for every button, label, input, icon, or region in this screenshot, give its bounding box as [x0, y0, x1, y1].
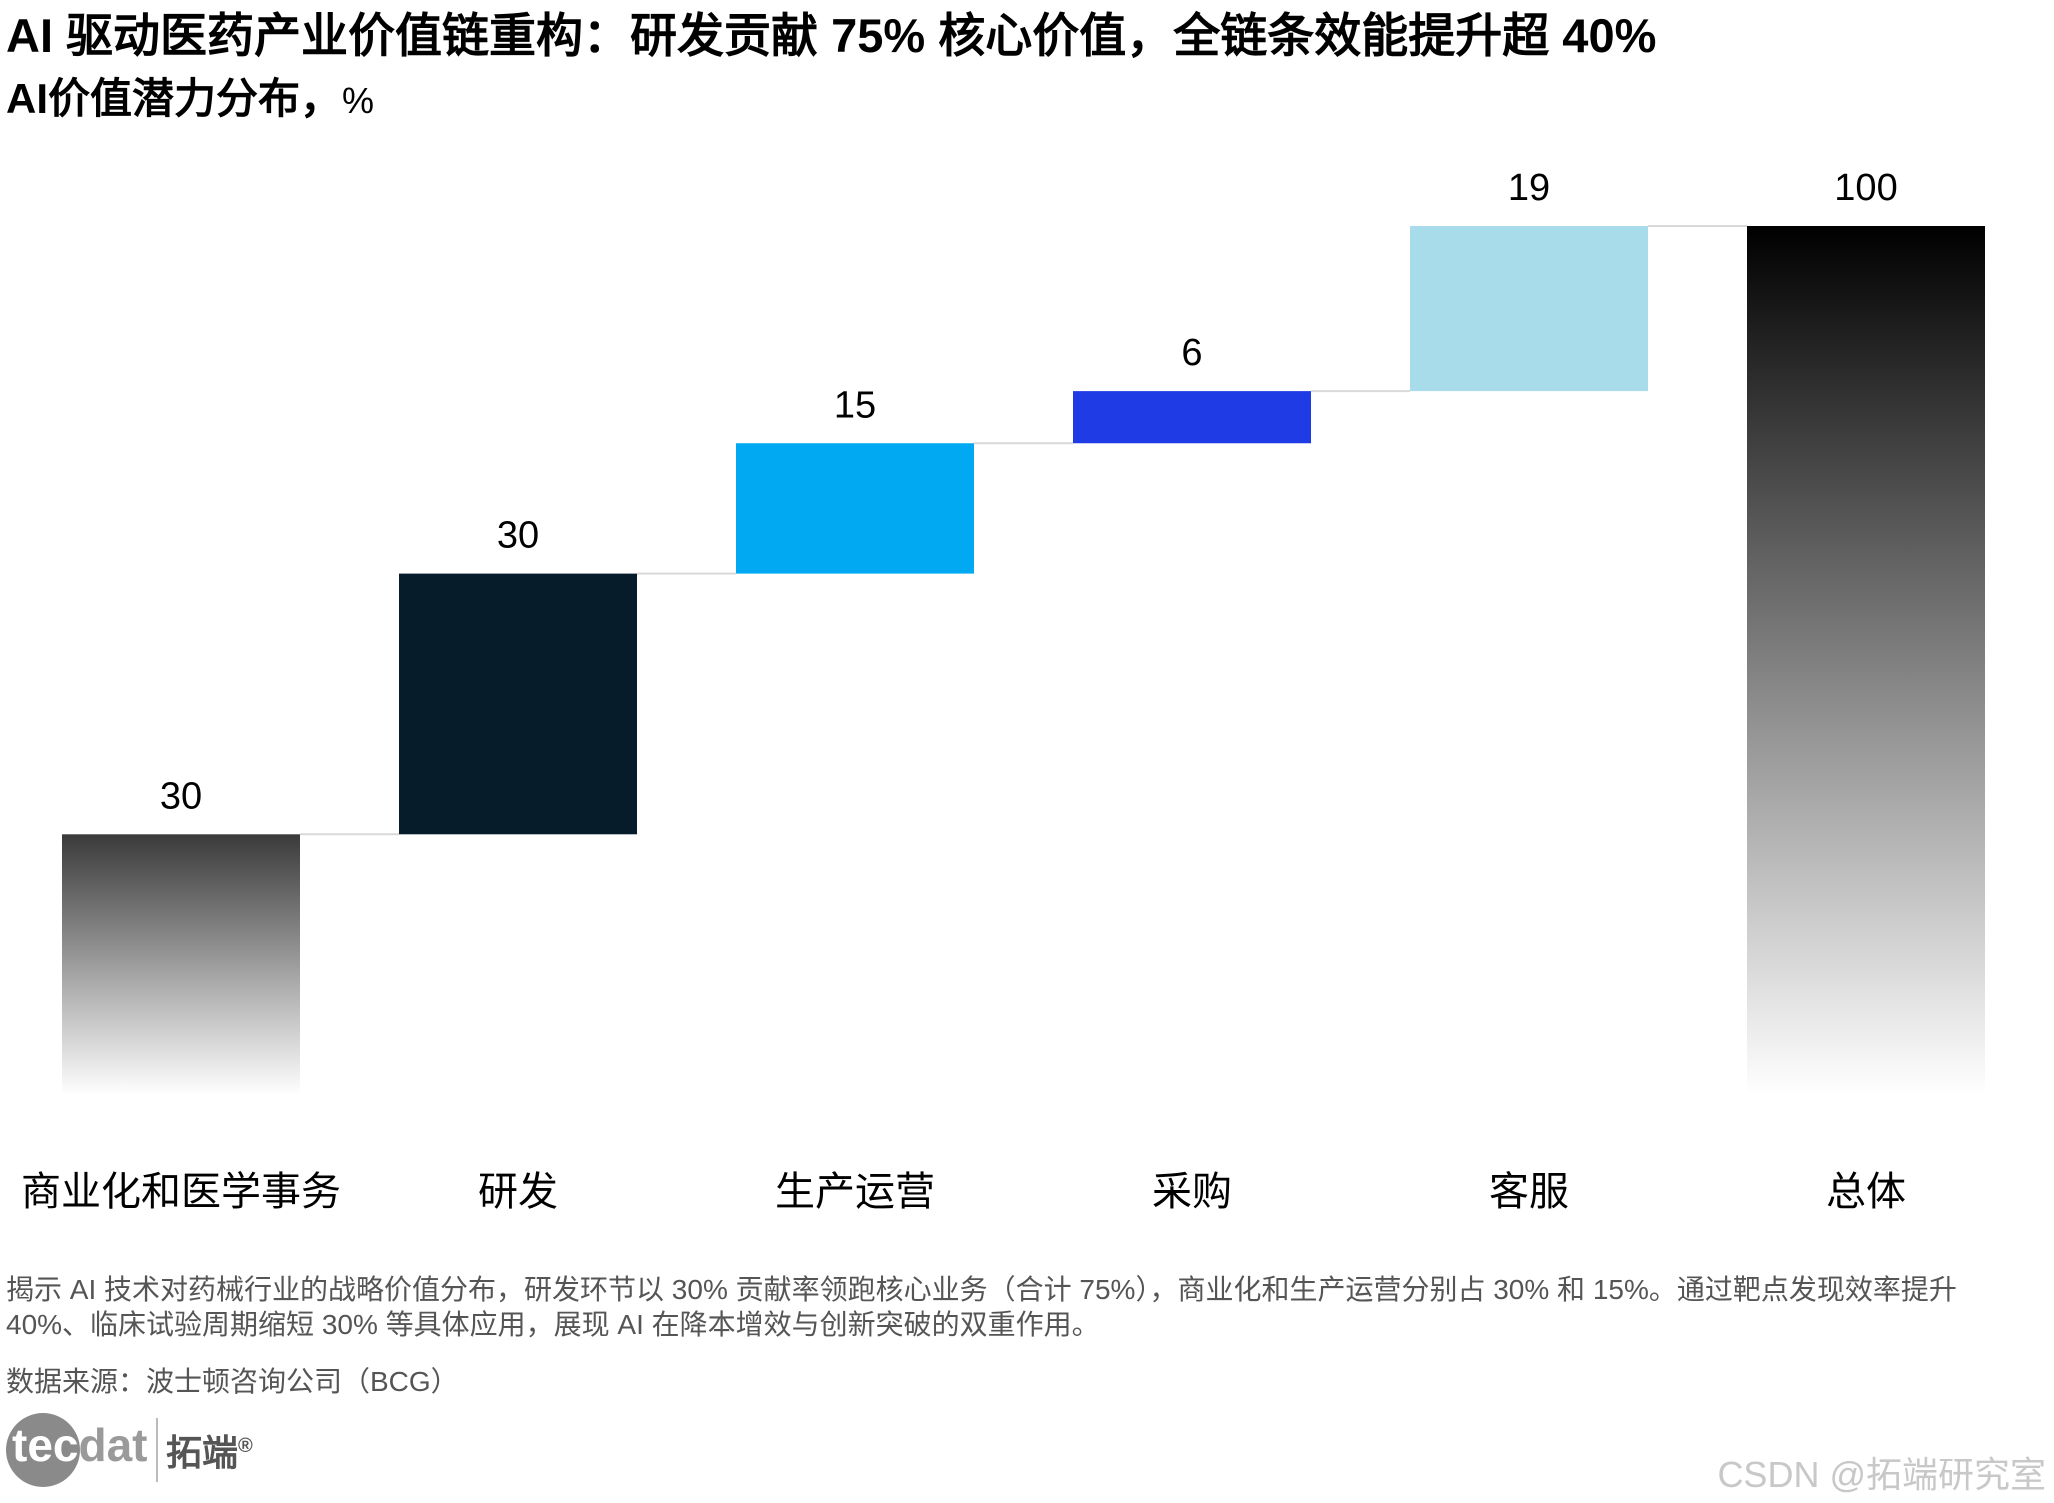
chart-title: AI 驱动医药产业价值链重构：研发贡献 75% 核心价值，全链条效能提升超 40…	[6, 9, 1657, 62]
logo-name-text: 拓端	[166, 1432, 239, 1473]
value-label: 15	[834, 384, 876, 426]
category-label: 生产运营	[775, 1169, 935, 1215]
category-label: 研发	[478, 1169, 558, 1215]
bar-5	[1410, 226, 1648, 392]
logo-wordmark: tecdat	[12, 1418, 147, 1473]
watermark: CSDN @拓端研究室	[1717, 1454, 2046, 1495]
chart-subtitle: AI价值潜力分布，%	[6, 74, 374, 124]
logo-circle-icon	[6, 1413, 80, 1487]
category-label: 采购	[1152, 1169, 1232, 1215]
bar-3	[736, 443, 974, 574]
category-labels-group: 商业化和医学事务 研发 生产运营 采购 客服 总体	[21, 1169, 1906, 1215]
category-label: 商业化和医学事务	[21, 1169, 341, 1215]
data-source: 数据来源：波士顿咨询公司（BCG）	[6, 1366, 459, 1397]
logo-name: 拓端®	[166, 1424, 253, 1476]
value-label: 30	[160, 775, 202, 817]
category-label: 客服	[1489, 1169, 1569, 1215]
connector-lines	[300, 225, 1747, 836]
subtitle-text: AI价值潜力分布，	[6, 75, 343, 122]
logo-mark-a: tec	[12, 1419, 79, 1471]
value-labels-group: 30 30 15 6 19 100	[160, 167, 1898, 817]
bar-1	[62, 834, 300, 1095]
tecdat-logo: tecdat 拓端®	[6, 1410, 253, 1490]
value-label: 100	[1834, 167, 1897, 209]
bars-group	[62, 226, 1985, 1095]
logo-reg-mark: ®	[238, 1435, 253, 1457]
value-label: 6	[1181, 332, 1202, 374]
bar-2	[399, 573, 637, 835]
logo-mark-b: dat	[78, 1419, 148, 1471]
bar-4	[1073, 391, 1311, 444]
bar-6	[1747, 226, 1985, 1095]
waterfall-chart: 30 30 15 6 19 100 商业化和医学事务 研发 生产运营 采购 客服 总体	[21, 167, 1985, 1215]
subtitle-unit: %	[342, 80, 375, 121]
value-label: 19	[1508, 167, 1550, 209]
chart-description: 揭示 AI 技术对药械行业的战略价值分布，研发环节以 30% 贡献率领跑核心业务…	[6, 1274, 1957, 1340]
value-label: 30	[497, 515, 539, 557]
category-label: 总体	[1826, 1169, 1906, 1215]
logo-divider	[156, 1418, 158, 1482]
